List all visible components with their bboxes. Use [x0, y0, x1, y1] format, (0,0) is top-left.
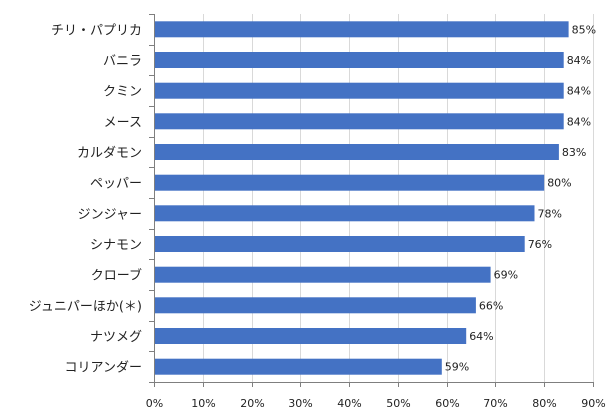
x-tick-label: 10%: [191, 397, 215, 410]
category-label: バニラ: [103, 54, 142, 69]
x-tick-labels: 0% 10% 20% 30% 40% 50% 60% 70% 80% 90%: [146, 397, 606, 410]
category-label: カルダモン: [77, 146, 142, 161]
data-label: 66%: [479, 299, 503, 312]
x-tick-label: 20%: [240, 397, 264, 410]
bar: [154, 266, 491, 283]
category-label: ジンジャー: [78, 207, 142, 222]
bar: [154, 328, 467, 344]
bar: [154, 358, 442, 375]
bar: [154, 144, 559, 160]
x-tick-label: 0%: [146, 397, 163, 410]
category-labels: チリ・パプリカバニラクミンメースカルダモンペッパージンジャーシナモンクローブジュ…: [29, 23, 142, 375]
data-label: 80%: [547, 177, 571, 190]
category-label: ペッパー: [90, 177, 142, 192]
bars: [154, 21, 569, 375]
bar: [154, 113, 564, 130]
x-tick-label: 50%: [386, 397, 410, 410]
axes: [149, 14, 594, 387]
data-label: 85%: [572, 23, 596, 36]
data-label: 84%: [567, 85, 591, 98]
data-label: 76%: [528, 238, 552, 251]
data-labels: 85% 84% 84% 84% 83% 80% 78% 76% 69% 66% 64% 59%: [445, 23, 596, 373]
category-label: メース: [104, 115, 142, 130]
data-label: 64%: [469, 330, 493, 343]
x-tick-label: 30%: [288, 397, 312, 410]
x-tick-label: 70%: [483, 397, 507, 410]
bar: [154, 52, 564, 68]
category-label: ナツメグ: [90, 330, 142, 345]
category-label: コリアンダー: [65, 361, 142, 376]
data-label: 59%: [445, 361, 469, 374]
category-label: ジュニパーほか(＊): [29, 299, 142, 314]
category-label: クローブ: [91, 268, 142, 284]
data-label: 78%: [538, 207, 562, 220]
x-tick-label: 80%: [532, 397, 556, 410]
data-label: 84%: [567, 54, 591, 67]
category-label: シナモン: [90, 238, 142, 253]
bar: [154, 174, 545, 191]
bar: [154, 205, 535, 222]
data-label: 69%: [494, 269, 518, 282]
data-label: 83%: [562, 146, 586, 159]
gridlines: [203, 14, 594, 382]
category-label: チリ・パプリカ: [51, 23, 142, 38]
bar: [154, 82, 564, 99]
data-label: 84%: [567, 115, 591, 128]
x-tick-label: 90%: [581, 397, 605, 410]
bar: [154, 21, 569, 38]
x-tick-label: 60%: [435, 397, 459, 410]
bar: [154, 236, 525, 252]
x-tick-label: 40%: [337, 397, 361, 410]
category-label: クミン: [103, 85, 142, 100]
bar: [154, 297, 476, 314]
